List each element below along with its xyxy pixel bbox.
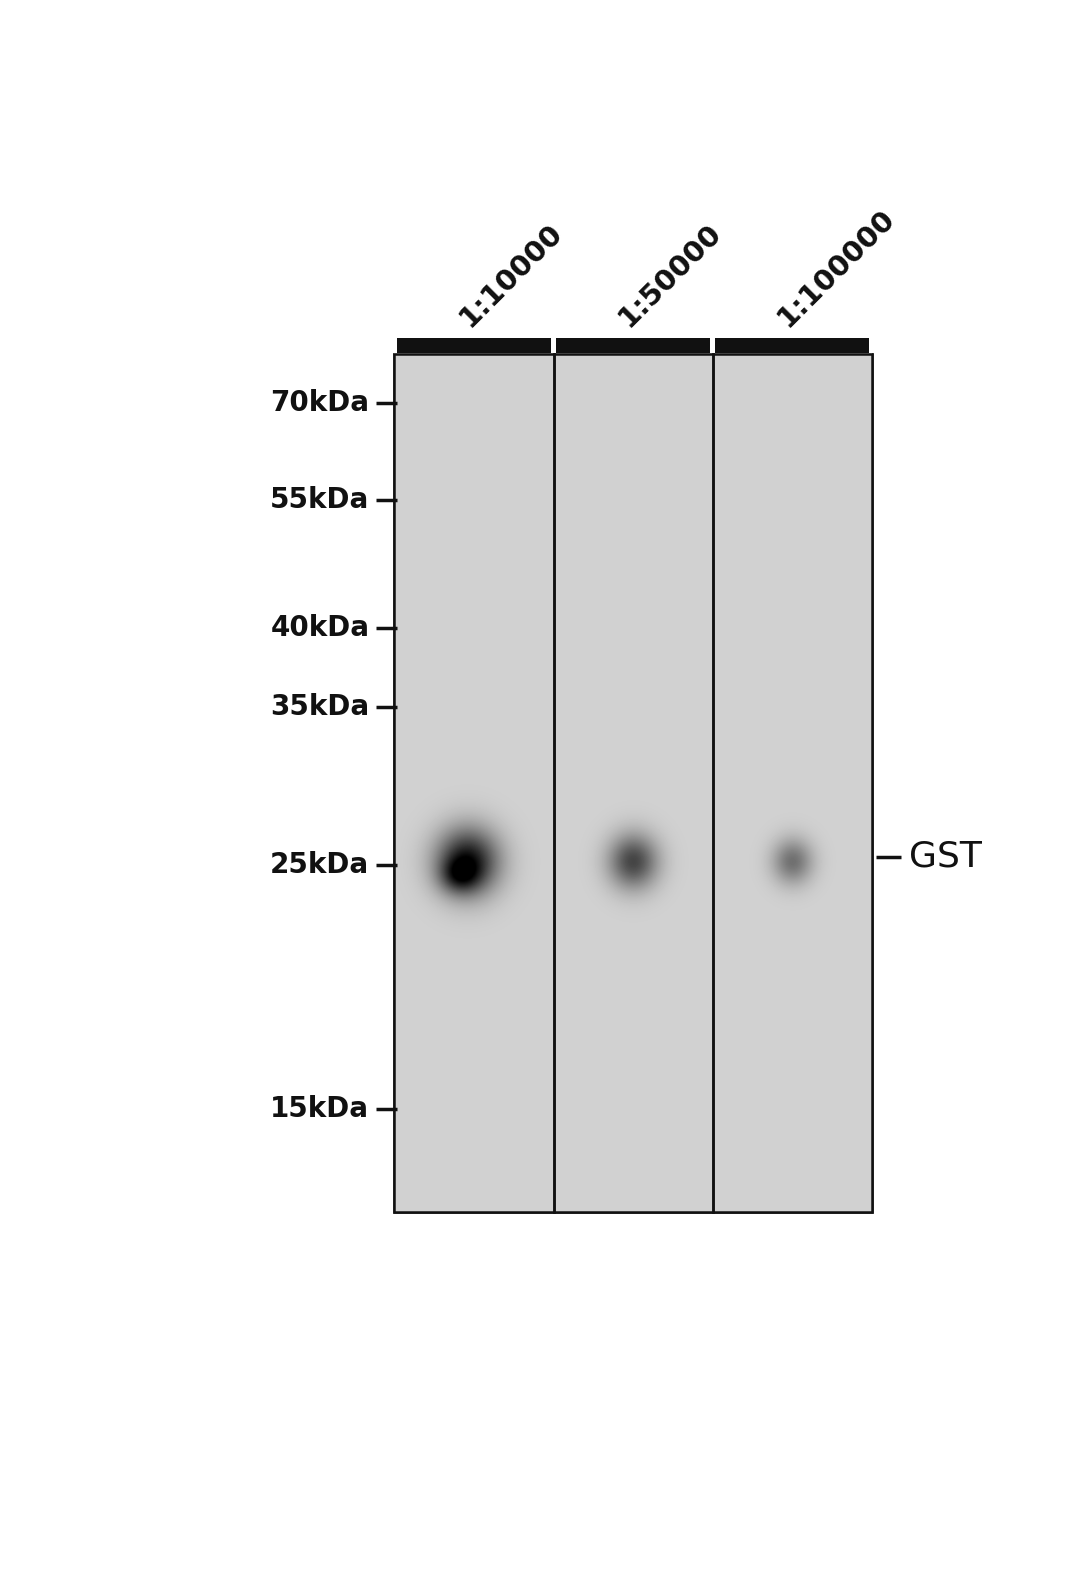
Text: 1:50000: 1:50000: [613, 218, 727, 332]
Text: 55kDa: 55kDa: [270, 485, 369, 514]
Text: GST: GST: [909, 840, 982, 874]
Text: 25kDa: 25kDa: [270, 851, 369, 879]
Bar: [397, 338, 551, 353]
Bar: [394, 354, 872, 1213]
Bar: [394, 354, 872, 1213]
Text: 70kDa: 70kDa: [270, 389, 369, 417]
Bar: [556, 338, 710, 353]
Bar: [715, 338, 868, 353]
Text: 15kDa: 15kDa: [270, 1094, 369, 1123]
Text: 1:10000: 1:10000: [455, 218, 568, 332]
Text: 1:100000: 1:100000: [772, 204, 901, 332]
Text: 40kDa: 40kDa: [270, 613, 369, 642]
Text: 35kDa: 35kDa: [270, 692, 369, 721]
